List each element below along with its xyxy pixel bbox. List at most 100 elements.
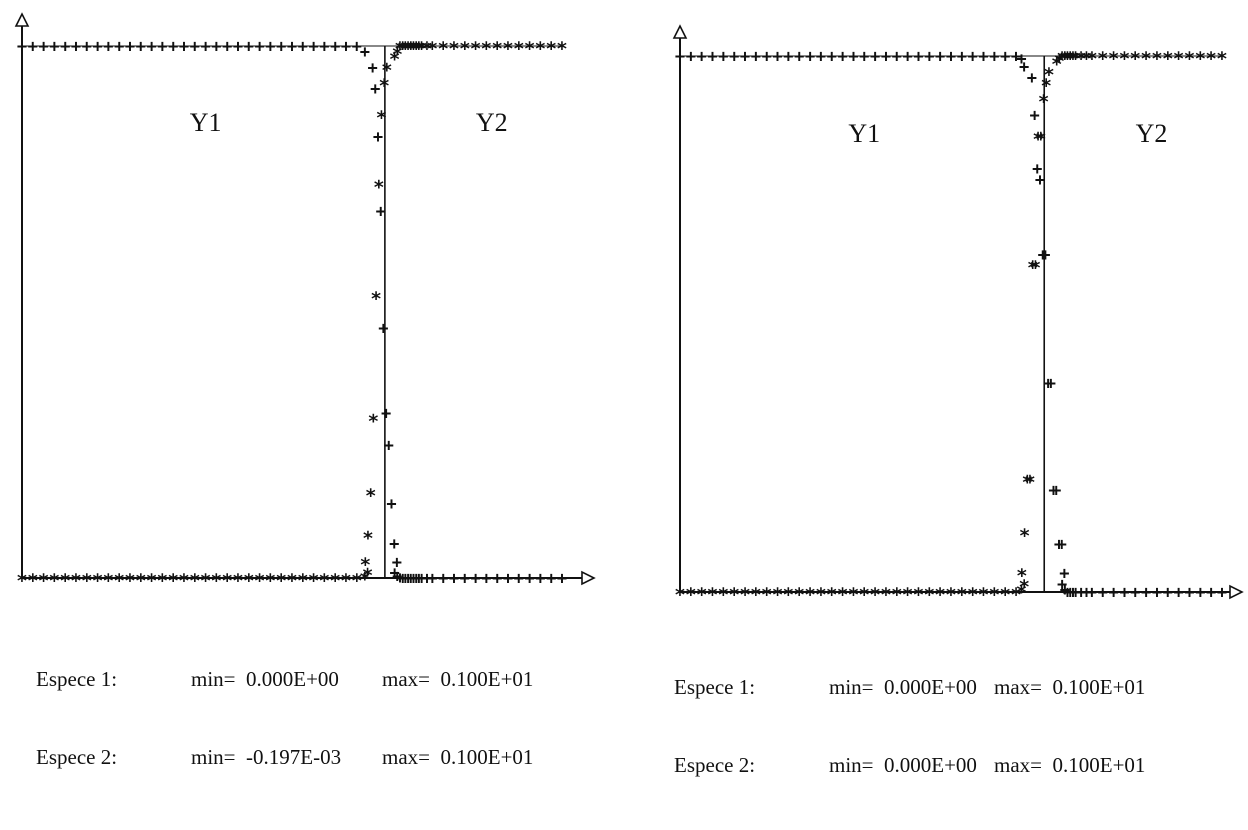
data-point-plus: + bbox=[125, 37, 135, 57]
data-point-star: * bbox=[351, 570, 362, 592]
stats-min: min= 0.000E+00 bbox=[829, 753, 977, 777]
stats-row-espece-2: Espece 2: min= 0.000E+00 max= 0.100E+01 bbox=[674, 752, 1145, 778]
data-point-star: * bbox=[1119, 48, 1130, 70]
data-point-plus: + bbox=[1065, 583, 1075, 603]
data-point-plus: + bbox=[319, 37, 329, 57]
data-point-plus: + bbox=[17, 37, 27, 57]
data-point-star: * bbox=[707, 584, 718, 606]
data-point-plus: + bbox=[373, 127, 383, 147]
data-point-star: * bbox=[1019, 525, 1030, 547]
data-point-plus: + bbox=[686, 47, 696, 67]
data-point-star: * bbox=[400, 38, 411, 60]
data-point-star: * bbox=[1205, 48, 1216, 70]
data-point-star: * bbox=[211, 570, 222, 592]
data-point-star: * bbox=[1086, 48, 1097, 70]
data-point-star: * bbox=[815, 584, 826, 606]
data-point-plus: + bbox=[378, 319, 388, 339]
data-point-star: * bbox=[1041, 75, 1052, 97]
data-point-star: * bbox=[1018, 576, 1029, 598]
data-point-star: * bbox=[397, 38, 408, 60]
data-point-plus: + bbox=[870, 47, 880, 67]
data-point-star: * bbox=[989, 584, 1000, 606]
data-point-star: * bbox=[481, 38, 492, 60]
data-point-plus: + bbox=[968, 47, 978, 67]
data-point-plus: + bbox=[398, 569, 408, 589]
plot-area-left: Y1 Y2+ + + + + + + + + + + + + + + + + + + + + + + + + + + + + + + +++++… bbox=[14, 12, 596, 592]
data-point-plus: + bbox=[1076, 583, 1086, 603]
data-point-plus: + bbox=[783, 47, 793, 67]
data-point-star: * bbox=[81, 570, 92, 592]
data-point-star: * bbox=[718, 584, 729, 606]
stats-row-espece-1: Espece 1: min= 0.000E+00 max= 0.100E+01 bbox=[36, 666, 533, 692]
data-point-plus: + bbox=[392, 567, 402, 587]
data-point-star: * bbox=[362, 565, 373, 587]
data-point-star: * bbox=[1056, 48, 1067, 70]
x-axis-arrow-icon bbox=[1229, 584, 1244, 600]
data-point-plus: + bbox=[330, 37, 340, 57]
data-point-star: * bbox=[1067, 48, 1078, 70]
data-point-plus: + bbox=[848, 47, 858, 67]
data-point-plus: + bbox=[114, 37, 124, 57]
data-point-star: * bbox=[103, 570, 114, 592]
data-point-plus: + bbox=[1046, 374, 1056, 394]
data-point-star: * bbox=[1065, 48, 1076, 70]
data-point-plus: + bbox=[1087, 583, 1097, 603]
data-point-plus: + bbox=[514, 569, 524, 589]
data-point-star: * bbox=[956, 584, 967, 606]
data-point-plus: + bbox=[82, 37, 92, 57]
data-point-plus: + bbox=[1040, 245, 1050, 265]
data-point-plus: + bbox=[1032, 160, 1042, 180]
data-point-plus: + bbox=[389, 534, 399, 554]
data-point-plus: + bbox=[1057, 535, 1067, 555]
data-point-star: * bbox=[524, 38, 535, 60]
data-point-plus: + bbox=[503, 569, 513, 589]
y-axis-arrow-icon bbox=[14, 12, 30, 27]
data-point-plus: + bbox=[233, 37, 243, 57]
data-point-star: * bbox=[1062, 48, 1073, 70]
data-point-star: * bbox=[437, 38, 448, 60]
data-point-star: * bbox=[1022, 471, 1033, 493]
data-point-plus: + bbox=[211, 37, 221, 57]
data-point-star: * bbox=[448, 38, 459, 60]
data-point-plus: + bbox=[492, 569, 502, 589]
data-point-star: * bbox=[16, 570, 27, 592]
data-point-plus: + bbox=[190, 37, 200, 57]
data-point-plus: + bbox=[1043, 374, 1053, 394]
region-label-y2: Y2 bbox=[476, 108, 508, 137]
data-point-plus: + bbox=[913, 47, 923, 67]
data-point-star: * bbox=[1195, 48, 1206, 70]
data-point-star: * bbox=[413, 38, 424, 60]
data-point-star: * bbox=[1051, 53, 1062, 75]
data-point-star: * bbox=[1032, 128, 1043, 150]
data-point-plus: + bbox=[1071, 583, 1081, 603]
data-point-plus: + bbox=[1152, 583, 1162, 603]
data-point-plus: + bbox=[935, 47, 945, 67]
data-point-plus: + bbox=[827, 47, 837, 67]
data-point-star: * bbox=[113, 570, 124, 592]
data-point-star: * bbox=[837, 584, 848, 606]
data-point-star: * bbox=[1108, 48, 1119, 70]
data-point-star: * bbox=[1030, 257, 1041, 279]
data-point-plus: + bbox=[1027, 68, 1037, 88]
stats-max: max= 0.100E+01 bbox=[382, 745, 534, 769]
data-point-plus: + bbox=[1029, 106, 1039, 126]
data-point-plus: + bbox=[386, 495, 396, 515]
data-point-star: * bbox=[891, 584, 902, 606]
data-point-star: * bbox=[221, 570, 232, 592]
data-point-star: * bbox=[360, 554, 371, 576]
stats-min: min= -0.197E-03 bbox=[191, 745, 342, 769]
data-point-star: * bbox=[750, 584, 761, 606]
data-point-plus: + bbox=[244, 37, 254, 57]
stats-max: max= 0.100E+01 bbox=[994, 753, 1146, 777]
data-point-star: * bbox=[59, 570, 70, 592]
data-point-plus: + bbox=[200, 37, 210, 57]
data-point-star: * bbox=[513, 38, 524, 60]
data-point-star: * bbox=[394, 38, 405, 60]
data-point-plus: + bbox=[1217, 583, 1227, 603]
data-point-plus: + bbox=[179, 37, 189, 57]
data-point-plus: + bbox=[1038, 245, 1048, 265]
data-point-plus: + bbox=[924, 47, 934, 67]
stats-min: min= 0.000E+00 bbox=[829, 675, 977, 699]
data-point-star: * bbox=[826, 584, 837, 606]
data-point-star: * bbox=[405, 38, 416, 60]
